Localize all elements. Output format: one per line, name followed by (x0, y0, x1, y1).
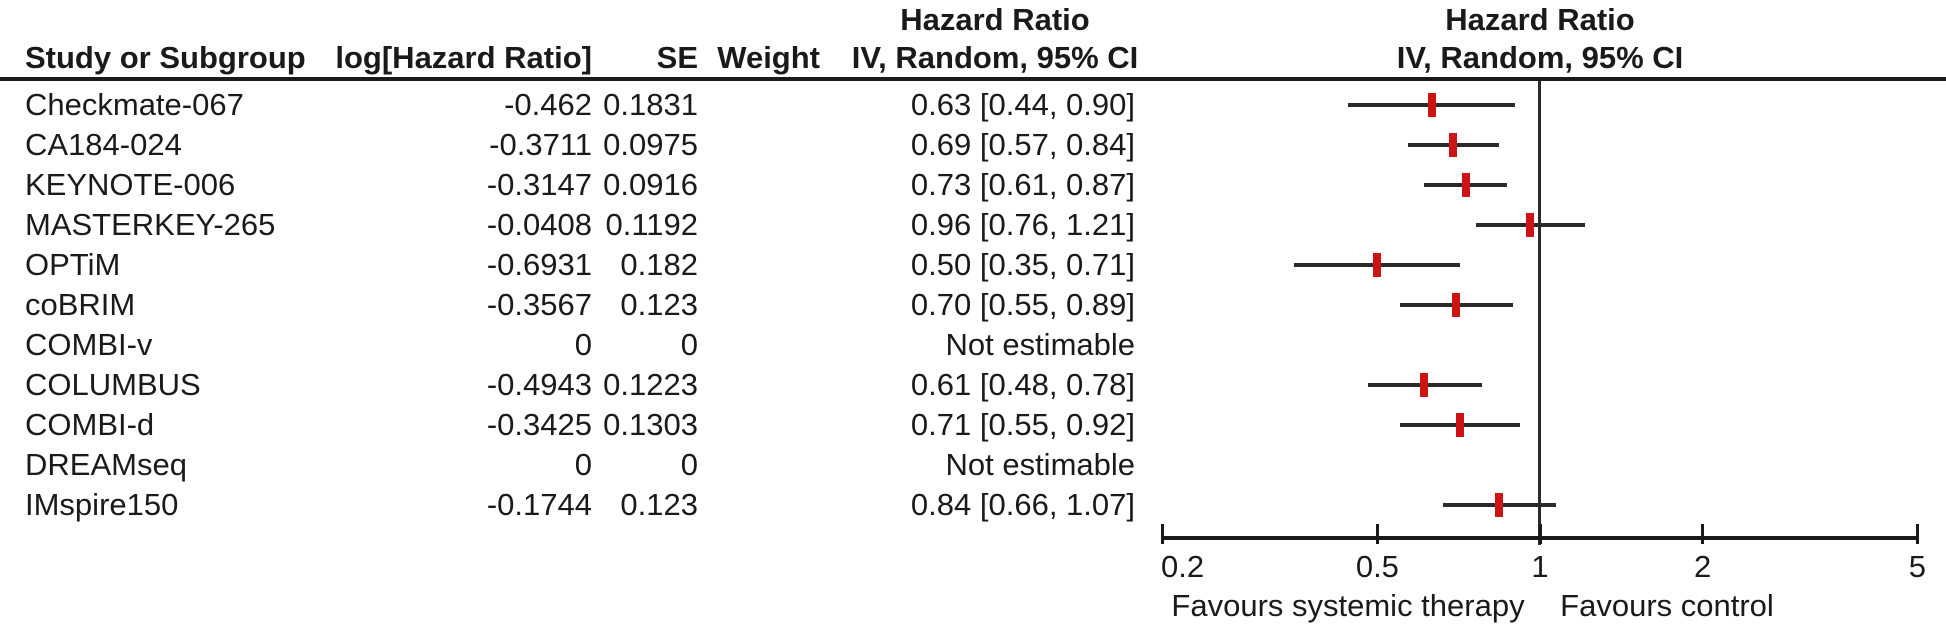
se-cell: 0.123 (620, 487, 698, 522)
table-row: MASTERKEY-265 -0.0408 0.1192 0.96 [0.76, 1.… (0, 205, 1946, 245)
table-row: coBRIM -0.3567 0.123 0.70 [0.55, 0.89] (0, 285, 1946, 325)
study-column-header: Study or Subgroup (25, 40, 306, 75)
study-name-cell: Checkmate-067 (25, 87, 244, 122)
ci-text-cell: 0.84 [0.66, 1.07] (910, 487, 1135, 522)
x-axis-tick-label: 0.5 (1355, 549, 1399, 584)
x-axis-tick-label: 5 (1908, 549, 1927, 584)
plot-hazard-ratio-header: Hazard Ratio (1445, 2, 1635, 37)
x-axis-tick (1915, 524, 1919, 544)
se-cell: 0.0916 (603, 167, 698, 202)
se-cell: 0.1831 (603, 87, 698, 122)
study-name-cell: MASTERKEY-265 (25, 207, 276, 242)
study-name-cell: DREAMseq (25, 447, 187, 482)
se-cell: 0.1192 (605, 207, 698, 242)
hr-point-marker (1420, 373, 1429, 397)
stats-hazard-ratio-header: Hazard Ratio (900, 2, 1090, 37)
ci-text-cell: 0.73 [0.61, 0.87] (910, 167, 1135, 202)
weight-column-header: Weight (717, 40, 820, 75)
reference-line-hr-1 (1538, 81, 1541, 545)
table-row: DREAMseq 0 0 Not estimable (0, 445, 1946, 485)
table-row: IMspire150 -0.1744 0.123 0.84 [0.66, 1.07] (0, 485, 1946, 525)
log-hr-cell: -0.0408 (486, 207, 592, 242)
plot-ci-method-header: IV, Random, 95% CI (1396, 40, 1684, 75)
log-hr-cell: -0.462 (504, 87, 592, 122)
log-hr-cell: -0.3425 (486, 407, 592, 442)
ci-text-cell: Not estimable (945, 327, 1135, 362)
table-row: Checkmate-067 -0.462 0.1831 0.63 [0.44, 0.9… (0, 85, 1946, 125)
study-name-cell: OPTiM (25, 247, 121, 282)
stats-ci-method-header: IV, Random, 95% CI (851, 40, 1139, 75)
study-name-cell: COLUMBUS (25, 367, 201, 402)
ci-text-cell: Not estimable (945, 447, 1135, 482)
log-hr-cell: -0.3147 (486, 167, 592, 202)
ci-text-cell: 0.70 [0.55, 0.89] (910, 287, 1135, 322)
table-row: KEYNOTE-006 -0.3147 0.0916 0.73 [0.61, 0.87… (0, 165, 1946, 205)
study-name-cell: coBRIM (25, 287, 136, 322)
hr-point-marker (1495, 493, 1504, 517)
hr-point-marker (1449, 133, 1457, 157)
hr-point-marker (1462, 173, 1471, 197)
ci-text-cell: 0.50 [0.35, 0.71] (910, 247, 1135, 282)
log-hr-cell: -0.6931 (486, 247, 592, 282)
x-axis-tick-label: 2 (1693, 549, 1712, 584)
hr-point-marker (1452, 293, 1461, 317)
study-name-cell: COMBI-v (25, 327, 153, 362)
favours-left-label: Favours systemic therapy (1171, 588, 1525, 623)
se-cell: 0.1303 (603, 407, 698, 442)
x-axis-tick (1701, 524, 1705, 544)
ci-text-cell: 0.69 [0.57, 0.84] (910, 127, 1135, 162)
se-cell: 0.182 (620, 247, 698, 282)
ci-text-cell: 0.63 [0.44, 0.90] (910, 87, 1135, 122)
log-hr-column-header: log[Hazard Ratio] (335, 40, 592, 75)
se-column-header: SE (656, 40, 698, 75)
table-row: COLUMBUS -0.4943 0.1223 0.61 [0.48, 0.78] (0, 365, 1946, 405)
hr-point-marker (1427, 93, 1436, 117)
log-hr-cell: 0 (574, 447, 592, 482)
hr-point-marker (1526, 213, 1535, 237)
study-name-cell: COMBI-d (25, 407, 155, 442)
se-cell: 0 (680, 447, 698, 482)
se-cell: 0.1223 (603, 367, 698, 402)
se-cell: 0.123 (620, 287, 698, 322)
x-axis-tick (1161, 524, 1165, 544)
x-axis-tick-label: 1 (1531, 549, 1549, 584)
table-row: OPTiM -0.6931 0.182 0.50 [0.35, 0.71] (0, 245, 1946, 285)
study-name-cell: KEYNOTE-006 (25, 167, 236, 202)
x-axis-tick (1538, 524, 1542, 544)
se-cell: 0.0975 (603, 127, 698, 162)
table-row: CA184-024 -0.3711 0.0975 0.69 [0.57, 0.84] (0, 125, 1946, 165)
se-cell: 0 (680, 327, 698, 362)
table-row: COMBI-v 0 0 Not estimable (0, 325, 1946, 365)
table-row: COMBI-d -0.3425 0.1303 0.71 [0.55, 0.92] (0, 405, 1946, 445)
log-hr-cell: -0.3567 (486, 287, 592, 322)
hr-point-marker (1373, 253, 1382, 277)
log-hr-cell: -0.4943 (486, 367, 592, 402)
ci-text-cell: 0.61 [0.48, 0.78] (910, 367, 1135, 402)
x-axis-tick (1375, 524, 1379, 544)
ci-text-cell: 0.71 [0.55, 0.92] (910, 407, 1135, 442)
study-name-cell: IMspire150 (25, 487, 179, 522)
hr-point-marker (1455, 413, 1464, 437)
header-divider-rule (0, 77, 1946, 81)
study-name-cell: CA184-024 (25, 127, 182, 162)
favours-right-label: Favours control (1560, 588, 1774, 623)
ci-text-cell: 0.96 [0.76, 1.21] (910, 207, 1135, 242)
x-axis-tick-label: 0.2 (1161, 549, 1205, 584)
log-hr-cell: 0 (574, 327, 592, 362)
log-hr-cell: -0.3711 (489, 127, 592, 162)
log-hr-cell: -0.1744 (486, 487, 592, 522)
